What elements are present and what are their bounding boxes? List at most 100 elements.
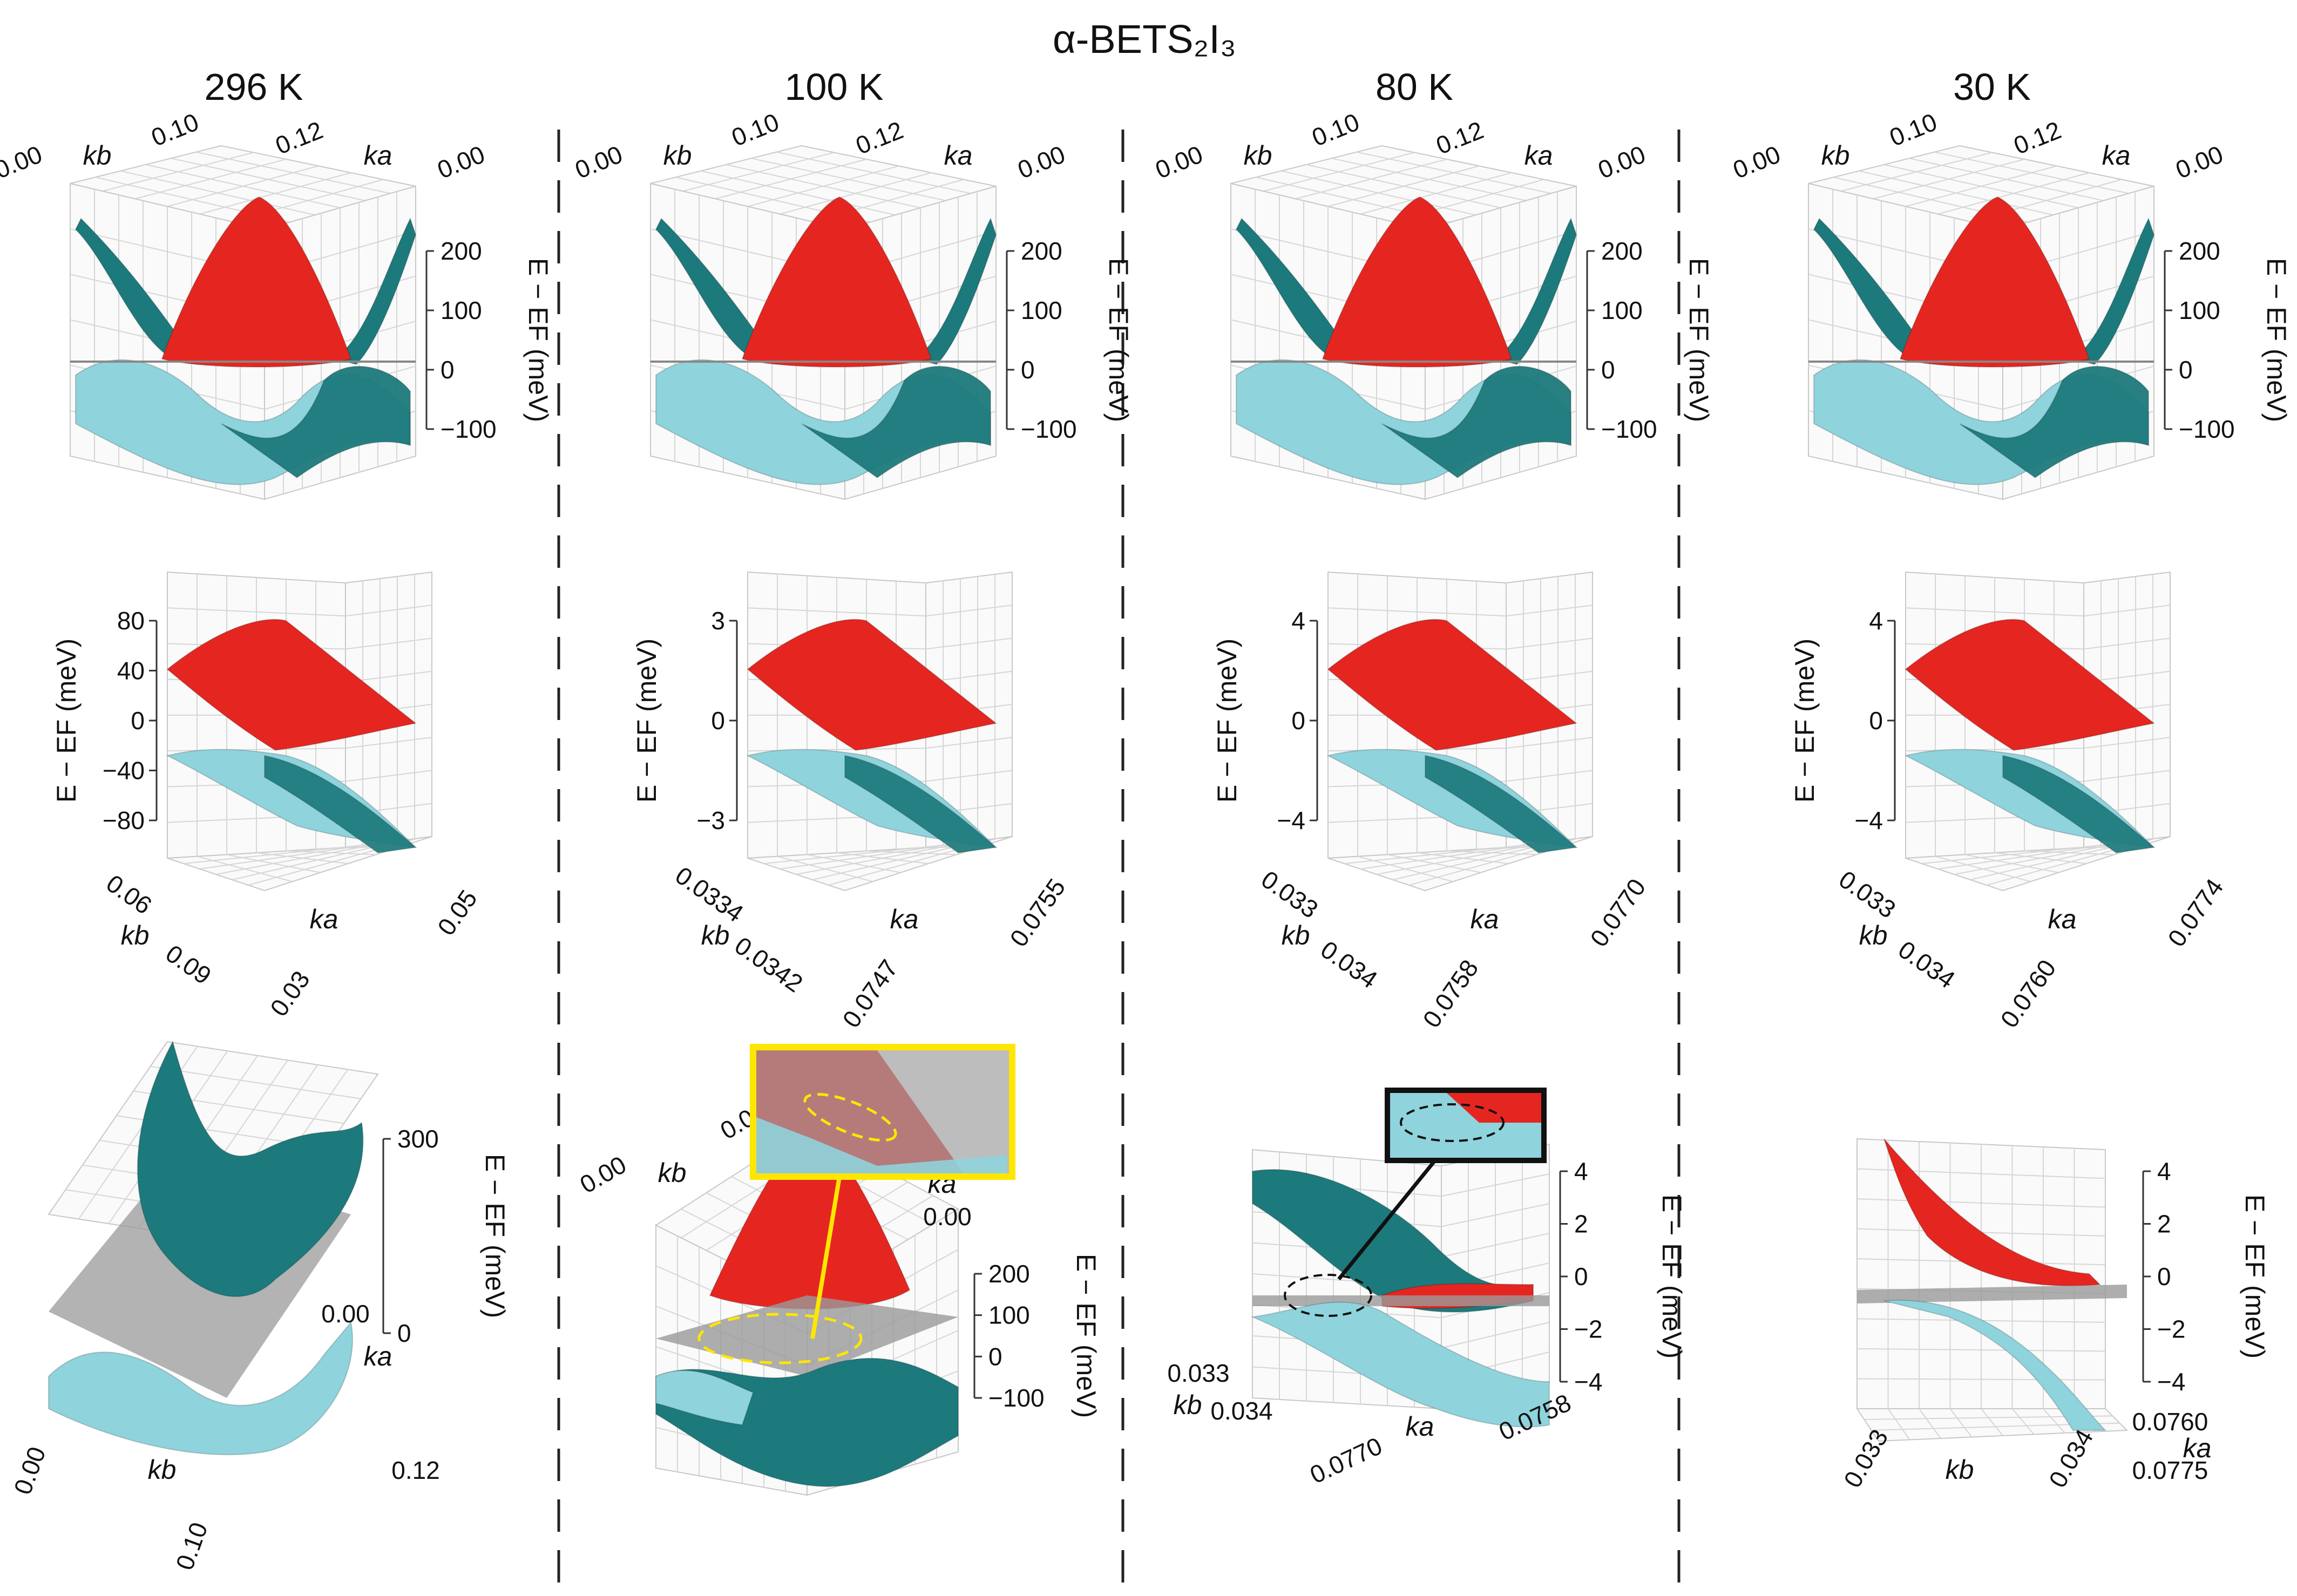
energy-tick-label: 4 bbox=[1869, 607, 1883, 635]
energy-axis-label: E − EF (meV) bbox=[1103, 258, 1134, 422]
energy-tick-label: 0 bbox=[441, 356, 455, 384]
energy-axis-label: E − EF (meV) bbox=[1790, 639, 1820, 803]
kb-axis-name: kb bbox=[1174, 1390, 1202, 1420]
lower-band-light bbox=[48, 1321, 354, 1456]
k-tick-label: 0.0334 bbox=[670, 861, 749, 927]
k-tick-label: 0.0775 bbox=[2132, 1456, 2208, 1484]
upper-band-cone bbox=[741, 196, 932, 368]
energy-tick-label: 200 bbox=[1021, 237, 1062, 265]
panel-fermi-0: 300 0 E − EF (meV) 0.00 0.10 0.00 0.12 kb ka bbox=[8, 1040, 510, 1573]
k-tick-label: 0.00 bbox=[1729, 140, 1784, 184]
energy-tick-label: −100 bbox=[1601, 415, 1657, 443]
energy-axis-label: E − EF (meV) bbox=[480, 1154, 510, 1318]
k-tick-label: 0.10 bbox=[1886, 107, 1941, 152]
lower-band-light bbox=[1883, 1300, 2107, 1431]
energy-axis-label: E − EF (meV) bbox=[523, 258, 553, 422]
floor-grid bbox=[167, 836, 432, 892]
k-tick-label: 0.033 bbox=[1167, 1359, 1229, 1387]
ka-axis-name: ka bbox=[2183, 1433, 2212, 1463]
energy-tick-label: 200 bbox=[2179, 237, 2220, 265]
k-tick-label: 0.034 bbox=[1893, 935, 1960, 994]
k-tick-label: 0.034 bbox=[2043, 1424, 2099, 1492]
k-tick-label: 0.00 bbox=[1151, 140, 1207, 184]
energy-tick-label: 0 bbox=[1021, 356, 1035, 384]
floor-grid bbox=[747, 836, 1013, 892]
energy-tick-label: −100 bbox=[988, 1384, 1045, 1412]
kb-axis-name: kb bbox=[701, 920, 730, 950]
energy-axis-label: E − EF (meV) bbox=[2261, 258, 2292, 422]
kb-ticks: 0.033 0.034 bbox=[1256, 865, 1383, 994]
k-tick-label: 0.12 bbox=[852, 116, 907, 160]
energy-tick-label: 4 bbox=[1574, 1157, 1588, 1185]
fermi-plane bbox=[656, 1295, 958, 1376]
k-tick-label: 0.0770 bbox=[1584, 873, 1651, 952]
k-tick-label: 0.0747 bbox=[837, 954, 903, 1033]
upper-wing-right bbox=[913, 217, 997, 365]
k-tick-label: 0.06 bbox=[101, 869, 157, 920]
upper-band bbox=[1883, 1138, 2102, 1287]
upper-band bbox=[166, 619, 417, 751]
energy-tick-label: 200 bbox=[441, 237, 482, 265]
ka-axis-name: ka bbox=[364, 1341, 392, 1371]
ka-axis-name: ka bbox=[890, 904, 919, 934]
floor-grid bbox=[1327, 836, 1593, 892]
k-tick-label: 0.034 bbox=[1316, 935, 1383, 994]
panel-full-0: 200 100 0 −100 E − EF (meV) 0.00 0.10 0.12 0.00 k… bbox=[0, 107, 553, 500]
kb-ticks: 0.060.09 bbox=[101, 869, 216, 990]
energy-axis-label: E − EF (meV) bbox=[1212, 639, 1242, 803]
energy-axis: 200 100 0 −100 E − EF (meV) bbox=[425, 237, 553, 443]
energy-tick-label: 100 bbox=[2179, 296, 2220, 324]
k-tick-label: 0.00 bbox=[1014, 140, 1069, 184]
energy-tick-label: 100 bbox=[441, 296, 482, 324]
lower-band-dark bbox=[1959, 365, 2149, 479]
lower-band-dark bbox=[801, 365, 991, 479]
panel-full-2: 200 100 0 −100 E − EF (meV) 0.00 0.10 0.12 0.00 k… bbox=[1151, 107, 1714, 500]
lower-band-dark bbox=[2002, 755, 2156, 854]
energy-axis: 80 40 0 −40 −80 E − EF (meV) bbox=[51, 607, 158, 834]
energy-tick-label: 80 bbox=[117, 607, 145, 635]
k-tick-label: 0.033 bbox=[1838, 1424, 1894, 1492]
k-tick-label: 0.12 bbox=[391, 1456, 440, 1484]
panel-fermi-3: 4 2 0 −2 −4 E − EF (meV) 0.033 0.034 0.0760 0.077… bbox=[1838, 1138, 2270, 1492]
k-tick-label: 0.0342 bbox=[730, 931, 808, 997]
kb-axis-name: kb bbox=[1821, 140, 1850, 171]
kb-axis-name: kb bbox=[121, 920, 150, 950]
ka-axis-name: ka bbox=[2102, 140, 2131, 171]
column-title-temperature: 30 K bbox=[1953, 66, 2031, 108]
energy-axis: 4 0 −4 E − EF (meV) bbox=[1790, 607, 1896, 834]
k-tick-label: 0.00 bbox=[321, 1300, 370, 1328]
energy-tick-label: 0 bbox=[711, 707, 725, 735]
upper-band-cone bbox=[1899, 196, 2090, 368]
energy-axis: 200 100 0 −100 E − EF (meV) bbox=[2164, 237, 2292, 443]
kb-ticks: 0.033 0.034 bbox=[1834, 865, 1960, 994]
k-tick-label: 0.00 bbox=[2172, 140, 2227, 184]
energy-tick-label: 3 bbox=[711, 607, 725, 635]
k-tick-label: 0.00 bbox=[1594, 140, 1649, 184]
energy-tick-label: 100 bbox=[1601, 296, 1643, 324]
k-tick-label: 0.12 bbox=[272, 116, 327, 160]
energy-tick-label: 0 bbox=[2179, 356, 2193, 384]
panel-zoom-0: 80 40 0 −40 −80 E − EF (meV) 0.060.09 0.03 0.05 k… bbox=[51, 571, 483, 1021]
column-separators bbox=[557, 130, 1681, 1587]
lower-band-light bbox=[1250, 1301, 1550, 1428]
energy-tick-label: −100 bbox=[1021, 415, 1077, 443]
dirac-point-marker bbox=[1284, 1274, 1372, 1317]
kb-axis-name: kb bbox=[1244, 140, 1272, 171]
k-tick-label: 0.0755 bbox=[1004, 873, 1070, 952]
ka-axis-name: ka bbox=[1524, 140, 1553, 171]
inset-connector bbox=[1337, 1158, 1438, 1281]
top-grid bbox=[70, 145, 416, 230]
kb-axis-name: kb bbox=[663, 140, 692, 171]
lower-band-dark bbox=[844, 755, 998, 854]
k-tick-label: 0.00 bbox=[575, 1150, 631, 1199]
energy-tick-label: 0 bbox=[2157, 1262, 2171, 1291]
ka-axis-name: ka bbox=[944, 140, 973, 171]
k-tick-label: 0.00 bbox=[8, 1443, 51, 1498]
k-tick-label: 0.034 bbox=[1210, 1397, 1272, 1425]
floor-grid bbox=[1905, 836, 2171, 892]
energy-tick-label: −4 bbox=[1277, 806, 1305, 834]
panel-zoom-3: 4 0 −4 E − EF (meV) 0.033 0.034 0.0760 0.0774 kb… bbox=[1790, 571, 2229, 1033]
panel-full-1: 200 100 0 −100 E − EF (meV) 0.00 0.10 0.12 0.00 k… bbox=[571, 107, 1134, 500]
